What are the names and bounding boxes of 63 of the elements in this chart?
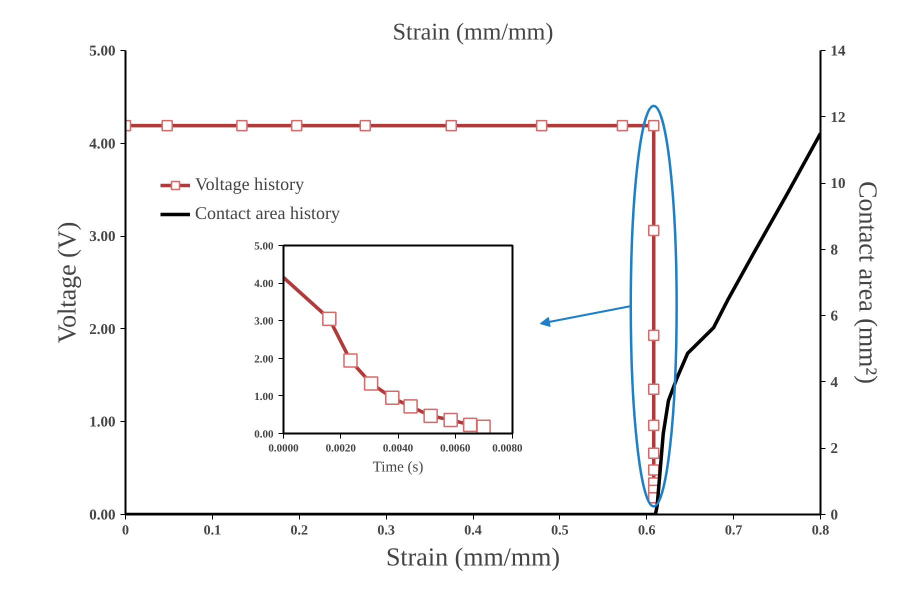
point [648,383,660,395]
y-tick-label: 3.00 [89,229,116,246]
y-tick-label: 4.00 [89,136,116,152]
point [360,120,372,132]
x-tick-label: 0.4 [464,524,482,538]
y-tick-label: 2.00 [254,353,274,366]
chart-title: Strain (mm/mm) [392,20,554,46]
point [443,412,458,428]
point [648,224,660,236]
y-tick-label: 0.00 [89,508,116,524]
x-tick-label: 0.5 [551,524,569,538]
x-tick-label: 0.0080 [492,442,523,454]
y-tick-label: 5.00 [89,44,116,60]
x-tick-label: 0.0040 [382,442,414,454]
x-tick-label: 0.7 [724,524,742,538]
y-tick-label: 5.00 [254,240,274,252]
point [536,120,548,132]
x-axis-title: Time (s) [372,460,424,476]
y-tick-label: 1.00 [89,414,116,431]
point [290,120,302,132]
y2-tick-label: 0 [830,508,838,524]
point [403,399,418,414]
y-tick-label: 2.00 [89,322,116,338]
y2-axis-title: Contact area (mm²) [854,181,882,384]
y2-tick-label: 12 [830,110,846,126]
point [423,408,438,424]
y-tick-label: 3.00 [254,316,274,328]
point [648,464,660,476]
x-tick-label: 0 [122,524,129,538]
point [648,120,660,132]
y-tick-label: 4.00 [254,278,274,290]
point [648,330,660,342]
y2-tick-label: 6 [830,308,838,325]
y2-tick-label: 2 [830,441,838,458]
y-axis-title: Voltage (V) [52,222,82,344]
x-tick-label: 0.6 [638,524,656,538]
y-tick-label: 1.00 [254,390,274,403]
y2-tick-label: 4 [830,374,838,391]
point [343,353,358,368]
x-tick-label: 0.0020 [326,442,356,454]
point [364,376,378,391]
x-tick-label: 0.2 [290,524,308,538]
point [385,390,400,406]
y2-tick-label: 10 [830,176,846,192]
point [322,312,337,326]
x-tick-label: 0.3 [377,524,395,538]
point [161,120,173,132]
y-tick-label: 0.00 [254,428,274,440]
point [236,120,248,132]
legend-label: Voltage history [195,174,304,195]
y2-tick-label: 14 [830,44,846,60]
point [616,120,628,132]
x-tick-label: 0.0000 [268,442,300,454]
point [648,448,660,459]
x-tick-label: 0.1 [204,524,222,538]
point [648,420,660,432]
x-tick-label: 0.8 [812,524,830,538]
x-tick-label: 0.0060 [440,442,471,454]
y2-tick-label: 8 [830,242,838,258]
legend-label: Contact area history [195,203,340,224]
x-axis-title: Strain (mm/mm) [386,542,560,572]
point [446,120,458,132]
point [462,418,478,432]
